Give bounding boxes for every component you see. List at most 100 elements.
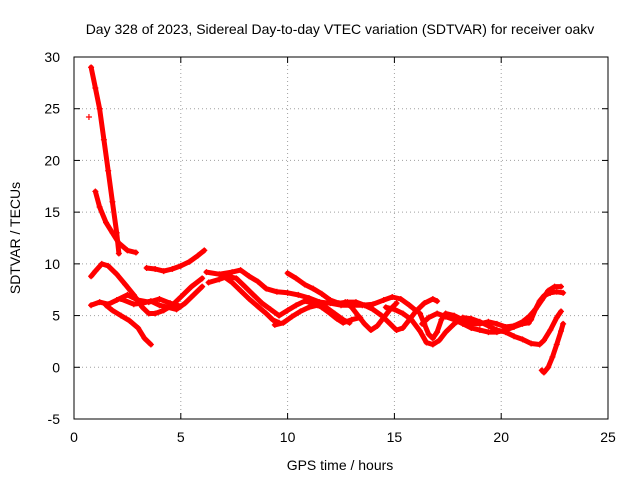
data-point [105, 167, 112, 174]
y-tick-label: 5 [52, 308, 60, 324]
data-point [438, 316, 445, 323]
data-point [220, 273, 227, 280]
data-point [156, 296, 163, 303]
data-point [96, 203, 103, 210]
data-point [429, 341, 436, 348]
data-point [451, 316, 458, 323]
axis-ticks [73, 56, 609, 420]
data-point [399, 310, 406, 317]
data-point [143, 264, 150, 271]
data-point [540, 369, 547, 376]
data-point [88, 273, 95, 280]
data-point [382, 304, 389, 311]
data-point [361, 320, 368, 327]
data-point [152, 310, 159, 317]
data-point [536, 298, 543, 305]
data-point [468, 315, 475, 322]
data-point [145, 310, 152, 317]
data-point [323, 304, 330, 311]
data-point [147, 341, 154, 348]
data-point [113, 271, 120, 278]
data-point [96, 299, 103, 306]
data-point [553, 314, 560, 321]
data-point [468, 324, 475, 331]
series-trace [285, 270, 440, 333]
data-point [560, 289, 567, 296]
x-tick-label: 0 [70, 429, 78, 445]
data-point [459, 320, 466, 327]
data-point [284, 270, 291, 277]
series-trace [383, 304, 564, 347]
data-point [370, 306, 377, 313]
data-point [295, 291, 302, 298]
data-point [511, 323, 518, 330]
series-track-8 [117, 283, 206, 313]
data-point [436, 337, 443, 344]
data-point [254, 278, 261, 285]
data-point [216, 271, 223, 278]
data-point [273, 288, 280, 295]
data-point [540, 292, 547, 299]
data-point [147, 298, 154, 305]
x-tick-label: 5 [177, 429, 185, 445]
data-point [340, 316, 347, 323]
series-trace [272, 302, 352, 328]
data-point [549, 353, 556, 360]
data-point [109, 198, 116, 205]
data-point [216, 276, 223, 283]
series-track-19 [538, 320, 567, 376]
data-point [545, 364, 552, 371]
data-point [370, 301, 377, 308]
data-point [267, 306, 274, 313]
data-point [393, 300, 400, 307]
data-point [558, 308, 565, 315]
data-point [201, 247, 208, 254]
data-point [246, 296, 253, 303]
data-point [199, 275, 206, 282]
data-point [425, 331, 432, 338]
data-point [493, 320, 500, 327]
data-point [109, 229, 116, 236]
data-point [476, 327, 483, 334]
y-tick-label: 25 [44, 101, 60, 117]
data-point [429, 335, 436, 342]
data-point [558, 283, 565, 290]
series-track-4 [88, 260, 206, 317]
y-tick-label: -5 [48, 411, 61, 427]
x-tick-label: 15 [387, 429, 403, 445]
data-point [558, 328, 565, 335]
data-point [374, 322, 381, 329]
series-trace [203, 267, 419, 313]
data-point [186, 258, 193, 265]
data-point [412, 308, 419, 315]
data-point [98, 260, 105, 267]
y-tick-label: 20 [44, 152, 60, 168]
series-track-18 [528, 288, 567, 323]
data-point [126, 317, 133, 324]
data-point [532, 306, 539, 313]
data-point [528, 316, 535, 323]
x-axis-label: GPS time / hours [287, 457, 394, 473]
data-point [103, 302, 110, 309]
data-point [152, 266, 159, 273]
data-point [399, 324, 406, 331]
data-point [519, 336, 526, 343]
data-point [335, 300, 342, 307]
data-point [284, 289, 291, 296]
data-point [229, 279, 236, 286]
data-point [103, 219, 110, 226]
data-point [293, 275, 300, 282]
data-point [293, 302, 300, 309]
data-point [442, 313, 449, 320]
data-point [280, 319, 287, 326]
data-point [117, 296, 124, 303]
data-point [476, 320, 483, 327]
data-point [156, 302, 163, 309]
data-point [271, 321, 278, 328]
data-point [327, 297, 334, 304]
data-point [117, 312, 124, 319]
data-point [173, 306, 180, 313]
series-trace [88, 292, 184, 309]
data-point [342, 299, 349, 306]
